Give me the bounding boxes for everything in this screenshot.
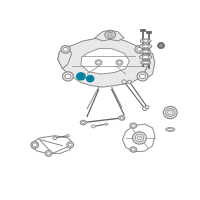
Polygon shape bbox=[81, 49, 129, 74]
Ellipse shape bbox=[87, 76, 94, 82]
Ellipse shape bbox=[130, 123, 137, 128]
Ellipse shape bbox=[67, 142, 74, 148]
Ellipse shape bbox=[65, 74, 71, 79]
Polygon shape bbox=[58, 38, 149, 87]
Ellipse shape bbox=[145, 106, 149, 109]
Ellipse shape bbox=[140, 39, 151, 43]
Ellipse shape bbox=[116, 60, 123, 65]
Ellipse shape bbox=[166, 128, 175, 131]
Ellipse shape bbox=[143, 40, 149, 42]
Ellipse shape bbox=[47, 152, 51, 155]
Ellipse shape bbox=[53, 136, 57, 140]
Ellipse shape bbox=[62, 72, 73, 81]
Ellipse shape bbox=[32, 143, 37, 147]
Ellipse shape bbox=[63, 47, 68, 51]
Ellipse shape bbox=[168, 128, 173, 131]
Ellipse shape bbox=[139, 74, 146, 79]
Ellipse shape bbox=[158, 42, 164, 49]
Ellipse shape bbox=[143, 51, 149, 53]
Ellipse shape bbox=[82, 121, 85, 124]
Ellipse shape bbox=[142, 56, 149, 58]
Ellipse shape bbox=[130, 147, 137, 152]
Ellipse shape bbox=[141, 61, 151, 64]
Polygon shape bbox=[32, 136, 73, 153]
Ellipse shape bbox=[105, 31, 116, 39]
Ellipse shape bbox=[143, 107, 147, 111]
Ellipse shape bbox=[119, 116, 125, 120]
Polygon shape bbox=[58, 47, 72, 69]
Ellipse shape bbox=[61, 46, 70, 53]
Polygon shape bbox=[95, 30, 124, 41]
Ellipse shape bbox=[166, 109, 175, 116]
Ellipse shape bbox=[68, 143, 72, 146]
Ellipse shape bbox=[135, 46, 144, 53]
Ellipse shape bbox=[137, 136, 142, 140]
Ellipse shape bbox=[122, 80, 126, 84]
Ellipse shape bbox=[88, 77, 92, 80]
Ellipse shape bbox=[131, 124, 135, 127]
Ellipse shape bbox=[139, 55, 152, 59]
Ellipse shape bbox=[139, 44, 152, 49]
Ellipse shape bbox=[143, 61, 148, 64]
Ellipse shape bbox=[137, 72, 148, 81]
Ellipse shape bbox=[142, 45, 149, 48]
Ellipse shape bbox=[31, 141, 39, 148]
Polygon shape bbox=[123, 124, 155, 152]
Ellipse shape bbox=[137, 47, 142, 51]
Ellipse shape bbox=[45, 150, 52, 156]
Ellipse shape bbox=[131, 148, 135, 151]
Ellipse shape bbox=[140, 50, 151, 54]
Ellipse shape bbox=[80, 120, 86, 125]
Ellipse shape bbox=[66, 134, 69, 137]
Ellipse shape bbox=[159, 44, 163, 47]
Ellipse shape bbox=[91, 125, 95, 128]
Ellipse shape bbox=[118, 61, 121, 64]
Ellipse shape bbox=[77, 73, 85, 80]
Ellipse shape bbox=[95, 60, 102, 65]
Ellipse shape bbox=[120, 117, 123, 119]
Ellipse shape bbox=[163, 106, 177, 119]
Ellipse shape bbox=[168, 110, 173, 115]
Ellipse shape bbox=[107, 32, 113, 37]
Ellipse shape bbox=[109, 34, 112, 36]
Ellipse shape bbox=[105, 123, 108, 125]
Polygon shape bbox=[145, 53, 155, 78]
Ellipse shape bbox=[97, 61, 101, 64]
Ellipse shape bbox=[135, 134, 144, 142]
Ellipse shape bbox=[79, 74, 83, 78]
Ellipse shape bbox=[133, 132, 146, 144]
Ellipse shape bbox=[128, 80, 131, 83]
